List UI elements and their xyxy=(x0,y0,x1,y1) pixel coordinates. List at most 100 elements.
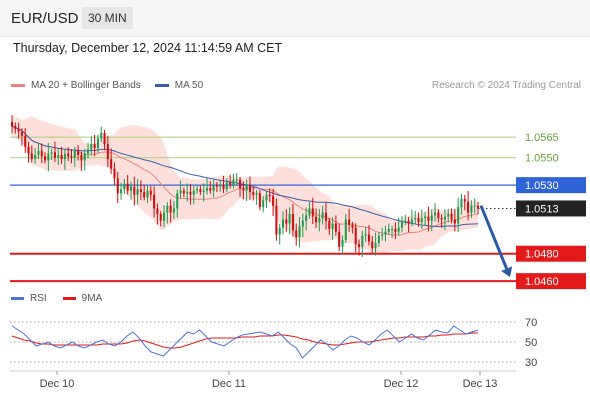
candle-body xyxy=(153,194,156,209)
level-label-1.0460: 1.0460 xyxy=(525,276,559,288)
candle xyxy=(450,208,453,224)
candle xyxy=(14,122,17,134)
price-levels xyxy=(10,136,516,283)
last-price-label: 1.0513 xyxy=(525,203,559,215)
candle xyxy=(153,186,156,218)
candle-body xyxy=(305,215,308,221)
candle-body xyxy=(100,133,103,139)
candle-body xyxy=(27,146,30,154)
forecast-arrow-head xyxy=(501,266,513,278)
candle xyxy=(301,213,304,238)
candle-body xyxy=(53,152,56,158)
candle-body xyxy=(166,205,169,213)
candle xyxy=(44,152,47,164)
candle-body xyxy=(222,185,225,190)
candle-body xyxy=(331,223,334,230)
candle-body xyxy=(44,156,47,161)
candle-body xyxy=(311,208,314,217)
candle-body xyxy=(189,192,192,195)
candle xyxy=(156,203,159,225)
candle xyxy=(40,143,43,164)
candle-body xyxy=(308,208,311,216)
candle xyxy=(404,214,407,226)
candle-body xyxy=(212,185,215,191)
candle-body xyxy=(357,244,361,247)
candle-body xyxy=(457,207,460,224)
candle xyxy=(334,215,337,236)
candle xyxy=(106,135,109,168)
candle xyxy=(205,178,209,195)
x-tick-label: Dec 11 xyxy=(212,378,246,390)
candle xyxy=(367,224,370,246)
candle-body xyxy=(67,153,70,157)
candle xyxy=(252,187,255,201)
legend-item-ma20: MA 20 + Bollinger Bands xyxy=(11,80,141,91)
candle-body xyxy=(209,187,212,191)
candle-body xyxy=(196,189,199,191)
forecast-arrow xyxy=(479,205,513,278)
candle xyxy=(73,146,76,167)
level-badge-1.0530 xyxy=(516,177,586,194)
rsi-tick-30: 30 xyxy=(525,357,537,369)
legend-item-9ma: 9MA xyxy=(62,293,103,304)
candle-body xyxy=(424,216,427,219)
candle xyxy=(453,209,456,232)
candle xyxy=(166,202,169,224)
candle xyxy=(86,142,90,159)
candle xyxy=(163,205,166,228)
candle xyxy=(278,223,281,245)
candle xyxy=(447,208,450,223)
candle-body xyxy=(367,234,370,242)
candle xyxy=(196,185,199,194)
candle-body xyxy=(467,201,470,213)
candle xyxy=(440,214,443,229)
candle-body xyxy=(90,144,93,150)
candle xyxy=(344,214,347,243)
ma50-swatch xyxy=(154,84,169,87)
candle-body xyxy=(315,216,318,223)
candle-body xyxy=(324,212,327,221)
candle-body xyxy=(384,231,387,235)
candle xyxy=(374,232,377,256)
candle xyxy=(328,217,331,235)
candle xyxy=(182,187,185,198)
candle xyxy=(407,217,410,233)
candle-body xyxy=(73,150,76,158)
candle xyxy=(80,151,83,171)
candle xyxy=(417,212,420,227)
candle xyxy=(229,174,232,189)
candle xyxy=(397,217,400,236)
candle-body xyxy=(407,220,410,224)
candle xyxy=(295,223,298,246)
level-badge-1.0480 xyxy=(516,245,586,262)
candle-body xyxy=(417,218,420,223)
candle xyxy=(341,235,344,254)
candle xyxy=(467,190,470,221)
candle xyxy=(146,185,149,204)
moving-averages xyxy=(11,125,479,236)
candle xyxy=(384,225,387,242)
rsi-ma-label: 9MA xyxy=(81,293,103,304)
candle-body xyxy=(96,138,99,149)
legend-item-ma50: MA 50 xyxy=(154,80,203,91)
candle-body xyxy=(30,153,33,160)
candle-body xyxy=(156,208,159,214)
candle xyxy=(348,208,351,232)
candle-body xyxy=(225,182,228,190)
candle xyxy=(391,225,394,238)
candle-body xyxy=(149,190,152,195)
candle-body xyxy=(50,152,53,154)
candle-body xyxy=(473,205,476,207)
candle xyxy=(123,178,126,194)
candle xyxy=(50,148,53,160)
timestamp: Thursday, December 12, 2024 11:14:59 AM … xyxy=(13,41,283,55)
candle-body xyxy=(341,240,344,247)
candle-body xyxy=(34,154,37,160)
candle-body xyxy=(116,178,119,194)
rsi-line xyxy=(11,325,479,359)
candle xyxy=(129,181,133,200)
candle-body xyxy=(219,185,222,187)
x-axis: Dec 10 Dec 11 Dec 12 Dec 13 xyxy=(10,370,516,390)
interval-button[interactable]: 30 MIN xyxy=(82,7,133,29)
